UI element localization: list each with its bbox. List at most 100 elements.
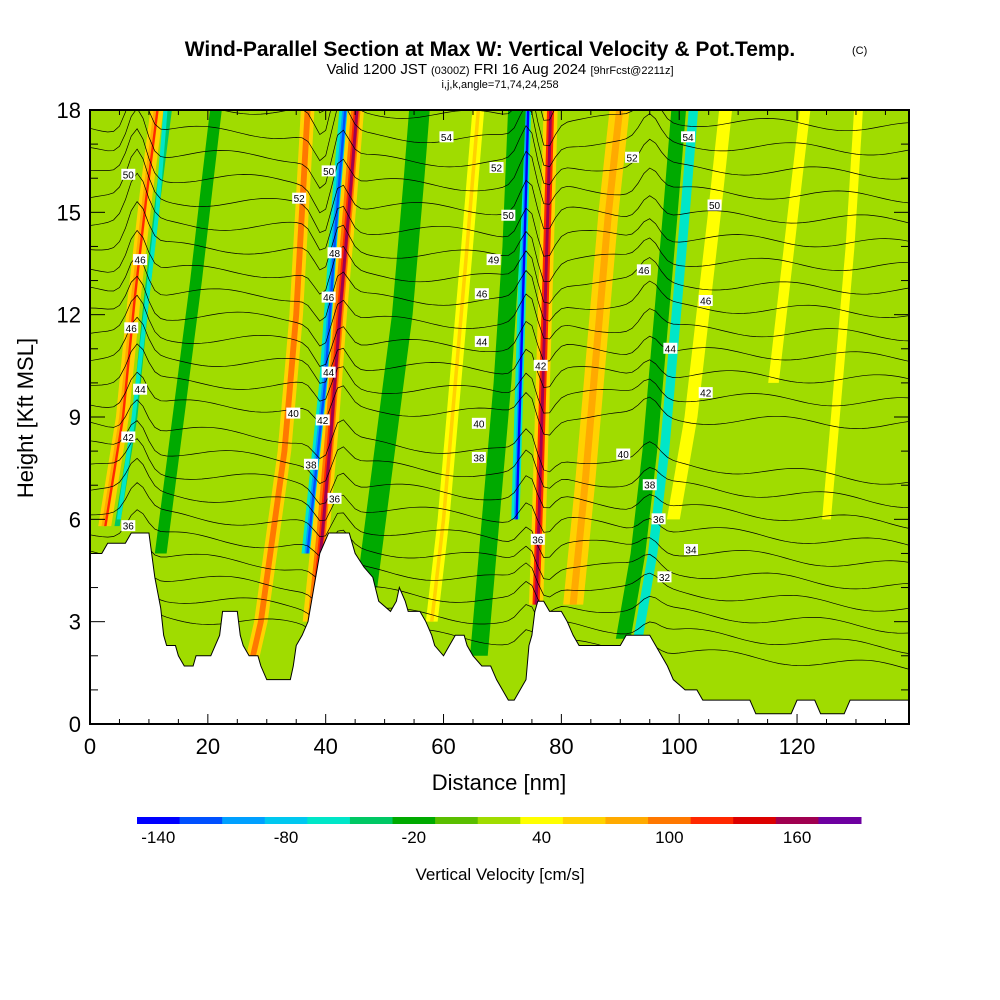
x-tick-label: 80 (549, 734, 573, 759)
contour-label: 42 (698, 387, 713, 400)
x-tick-label: 100 (661, 734, 698, 759)
colorbar-swatch (137, 817, 181, 824)
contour-label-text: 42 (535, 361, 547, 372)
contour-label-text: 54 (682, 133, 694, 144)
contour-label: 50 (501, 209, 516, 222)
velocity-band (615, 110, 687, 639)
velocity-band (311, 110, 359, 622)
velocity-band (116, 110, 169, 520)
isentrope-line (90, 371, 909, 436)
contour-label: 44 (133, 383, 148, 396)
contour-label: 40 (471, 417, 486, 430)
plume-band-128 (822, 110, 889, 520)
terrain-outline (90, 532, 909, 715)
isentrope-line (90, 420, 909, 508)
isentrope-line (90, 555, 909, 634)
contour-label-text: 36 (329, 494, 341, 505)
x-tick-label: 0 (84, 734, 96, 759)
contour-label-text: 50 (323, 167, 335, 178)
velocity-band (356, 110, 431, 588)
colorbar-tick-label: -20 (402, 828, 427, 847)
x-tick-label: 20 (196, 734, 220, 759)
contour-label-text: 32 (659, 573, 671, 584)
contour-label-text: 44 (135, 385, 147, 396)
isentrope-line (90, 534, 909, 612)
y-tick-label: 15 (57, 200, 81, 225)
plot-area (90, 110, 909, 715)
contour-label: 42 (121, 431, 136, 444)
contour-label: 40 (616, 448, 631, 461)
colorbar-swatch (179, 817, 223, 824)
isentrope-line (90, 294, 909, 367)
plume-main-downdraft (301, 110, 349, 554)
contour-label-text: 46 (476, 290, 488, 301)
y-tick-label: 12 (57, 303, 81, 328)
velocity-band (306, 110, 347, 554)
velocity-band (633, 110, 699, 639)
contour-label: 50 (121, 168, 136, 181)
contour-label: 38 (642, 479, 657, 492)
valid-date: FRI 16 Aug 2024 (474, 61, 587, 78)
contour-label-text: 40 (473, 419, 485, 430)
x-tick-label: 60 (431, 734, 455, 759)
contour-label-text: 52 (294, 194, 306, 205)
isentrope-line (90, 343, 909, 414)
contour-label: 54 (681, 131, 696, 144)
contour-label-text: 48 (329, 249, 341, 260)
isentrope-line (90, 509, 909, 590)
y-tick-label: 18 (57, 98, 81, 123)
contour-label-text: 38 (644, 481, 656, 492)
contour-label-text: 38 (473, 453, 485, 464)
colorbar-tick-label: 100 (655, 828, 683, 847)
contour-label: 52 (292, 192, 307, 205)
isentrope-line (90, 275, 909, 347)
isentrope-line (90, 482, 909, 567)
copyright-mark: (C) (852, 45, 867, 57)
contour-label-text: 40 (618, 450, 630, 461)
velocity-band (242, 110, 315, 673)
contour-label: 46 (474, 288, 489, 301)
x-tick-label: 120 (779, 734, 816, 759)
contour-label: 46 (133, 254, 148, 267)
plume-core-downdraft (511, 110, 532, 520)
y-tick-label: 6 (69, 507, 81, 532)
contour-label-text: 46 (323, 293, 335, 304)
isentrope-line (90, 148, 909, 234)
colorbar-swatch (562, 817, 606, 824)
contour-label: 48 (327, 247, 342, 260)
contour-label-text: 44 (665, 344, 677, 355)
contour-label-text: 52 (491, 163, 503, 174)
contour-label: 46 (636, 264, 651, 277)
x-tick-label: 40 (313, 734, 337, 759)
contour-label: 36 (121, 520, 136, 533)
contour-label-text: 38 (305, 460, 317, 471)
contour-label: 46 (124, 322, 139, 335)
colorbar-tick-label: 40 (532, 828, 551, 847)
plume-downdraft-95 (615, 110, 699, 639)
contour-label-text: 36 (532, 535, 544, 546)
valid-utc-time: (0300Z) (431, 65, 470, 77)
y-tick-label: 9 (69, 405, 81, 430)
isentrope-line (90, 110, 909, 168)
grid-indices: i,j,k,angle=71,74,24,258 (441, 79, 558, 91)
x-axis: 0 20 40 60 80 100 120 (84, 110, 886, 759)
heatmap-field (90, 110, 909, 714)
velocity-band (246, 110, 311, 673)
isentrope-line (90, 128, 909, 214)
plume-plume-117 (768, 110, 812, 383)
valid-local-time: Valid 1200 JST (326, 61, 426, 78)
x-axis-label: Distance [nm] (432, 770, 567, 795)
isentrope-line (90, 457, 909, 546)
contour-label: 40 (286, 407, 301, 420)
contour-label: 38 (303, 458, 318, 471)
colorbar-label: Vertical Velocity [cm/s] (415, 865, 584, 884)
y-tick-label: 0 (69, 712, 81, 737)
colorbar-swatch (690, 817, 734, 824)
contour-label-text: 42 (700, 389, 712, 400)
velocity-band (844, 110, 889, 520)
contour-label: 32 (657, 571, 672, 584)
y-axis: 0 36 9 12 15 18 (57, 98, 909, 737)
contour-label-text: 52 (627, 153, 639, 164)
contour-label: 52 (625, 151, 640, 164)
